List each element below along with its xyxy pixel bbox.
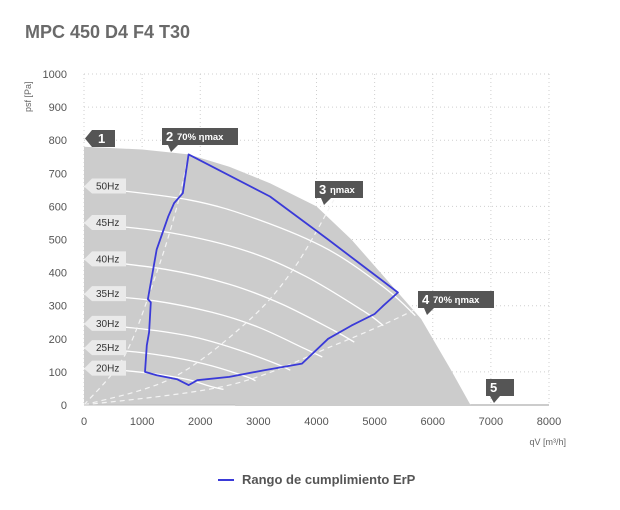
y-tick-label: 100 xyxy=(49,367,67,379)
y-tick-label: 0 xyxy=(61,400,67,412)
marker-5: 5 xyxy=(486,379,514,403)
x-tick-label: 0 xyxy=(81,416,87,428)
y-tick-label: 800 xyxy=(49,135,67,147)
marker-number: 4 xyxy=(422,292,430,307)
x-tick-label: 8000 xyxy=(537,416,561,428)
speed-label: 30Hz xyxy=(96,319,119,330)
labels: 50Hz 45Hz 40Hz 35Hz 30Hz 25Hz 20Hz 1 2 70% ηmax 3 η… xyxy=(84,128,514,403)
speed-label-tag xyxy=(84,315,126,331)
y-tick-label: 500 xyxy=(49,235,67,247)
speed-curve-45hz xyxy=(83,222,384,327)
efficiency-line-3 xyxy=(83,199,335,406)
legend: Rango de cumplimiento ErP xyxy=(218,472,415,487)
marker-badge xyxy=(85,130,115,147)
x-tick-label: 7000 xyxy=(479,416,503,428)
data-area xyxy=(83,146,471,406)
marker-number: 2 xyxy=(166,129,173,144)
speed-label-tag xyxy=(84,214,126,230)
marker-text: ηmax xyxy=(330,185,356,196)
efficiency-line-2 xyxy=(83,154,190,406)
marker-1: 1 xyxy=(85,130,115,147)
x-tick-label: 5000 xyxy=(362,416,386,428)
legend-swatch xyxy=(218,478,234,481)
speed-curve-35hz xyxy=(83,293,323,358)
y-tick-label: 1000 xyxy=(43,69,67,81)
y-tick-label: 600 xyxy=(49,201,67,213)
marker-number: 5 xyxy=(490,380,497,395)
y-tick-label: 900 xyxy=(49,102,67,114)
operating-envelope xyxy=(84,146,471,406)
x-axis-label: qV [m³/h] xyxy=(529,437,566,447)
y-axis-label: psf [Pa] xyxy=(23,81,33,112)
marker-number: 1 xyxy=(98,131,105,146)
x-tick-label: 2000 xyxy=(188,416,212,428)
speed-label: 35Hz xyxy=(96,289,119,300)
speed-curve-50hz xyxy=(83,185,416,317)
marker-badge xyxy=(162,128,238,152)
y-tick-label: 700 xyxy=(49,168,67,180)
speed-label: 45Hz xyxy=(96,218,119,229)
speed-label: 40Hz xyxy=(96,254,119,265)
efficiency-line-4 xyxy=(83,295,434,406)
y-tick-label: 200 xyxy=(49,334,67,346)
y-tick-label: 300 xyxy=(49,301,67,313)
speed-label: 25Hz xyxy=(96,343,119,354)
speed-curve-25hz xyxy=(83,347,256,382)
marker-number: 3 xyxy=(319,182,326,197)
marker-4: 4 70% ηmax xyxy=(418,291,494,315)
speed-label-tag xyxy=(84,286,126,302)
legend-label: Rango de cumplimiento ErP xyxy=(242,472,416,487)
marker-badge xyxy=(315,181,363,205)
marker-text: 70% ηmax xyxy=(433,295,480,306)
marker-badge xyxy=(418,291,494,315)
x-tick-label: 3000 xyxy=(246,416,270,428)
speed-label-tag xyxy=(84,251,126,267)
x-tick-label: 1000 xyxy=(130,416,154,428)
x-tick-label: 6000 xyxy=(421,416,445,428)
speed-label: 20Hz xyxy=(96,364,119,375)
marker-3: 3 ηmax xyxy=(315,181,363,205)
speed-label: 50Hz xyxy=(96,182,119,193)
x-tick-label: 4000 xyxy=(304,416,328,428)
speed-curve-40hz xyxy=(83,258,355,343)
chart-title: MPC 450 D4 F4 T30 xyxy=(25,22,191,42)
speed-label-tag xyxy=(84,178,126,194)
y-tick-label: 400 xyxy=(49,268,67,280)
marker-text: 70% ηmax xyxy=(177,132,224,143)
speed-label-tag xyxy=(84,360,126,376)
speed-label-tag xyxy=(84,340,126,356)
erp-range-outline xyxy=(144,153,399,386)
marker-badge xyxy=(486,379,514,403)
marker-2: 2 70% ηmax xyxy=(162,128,238,152)
